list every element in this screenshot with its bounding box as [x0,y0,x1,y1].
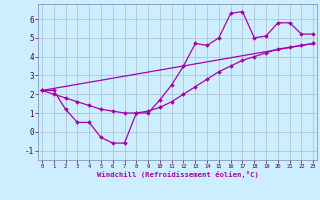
X-axis label: Windchill (Refroidissement éolien,°C): Windchill (Refroidissement éolien,°C) [97,171,259,178]
